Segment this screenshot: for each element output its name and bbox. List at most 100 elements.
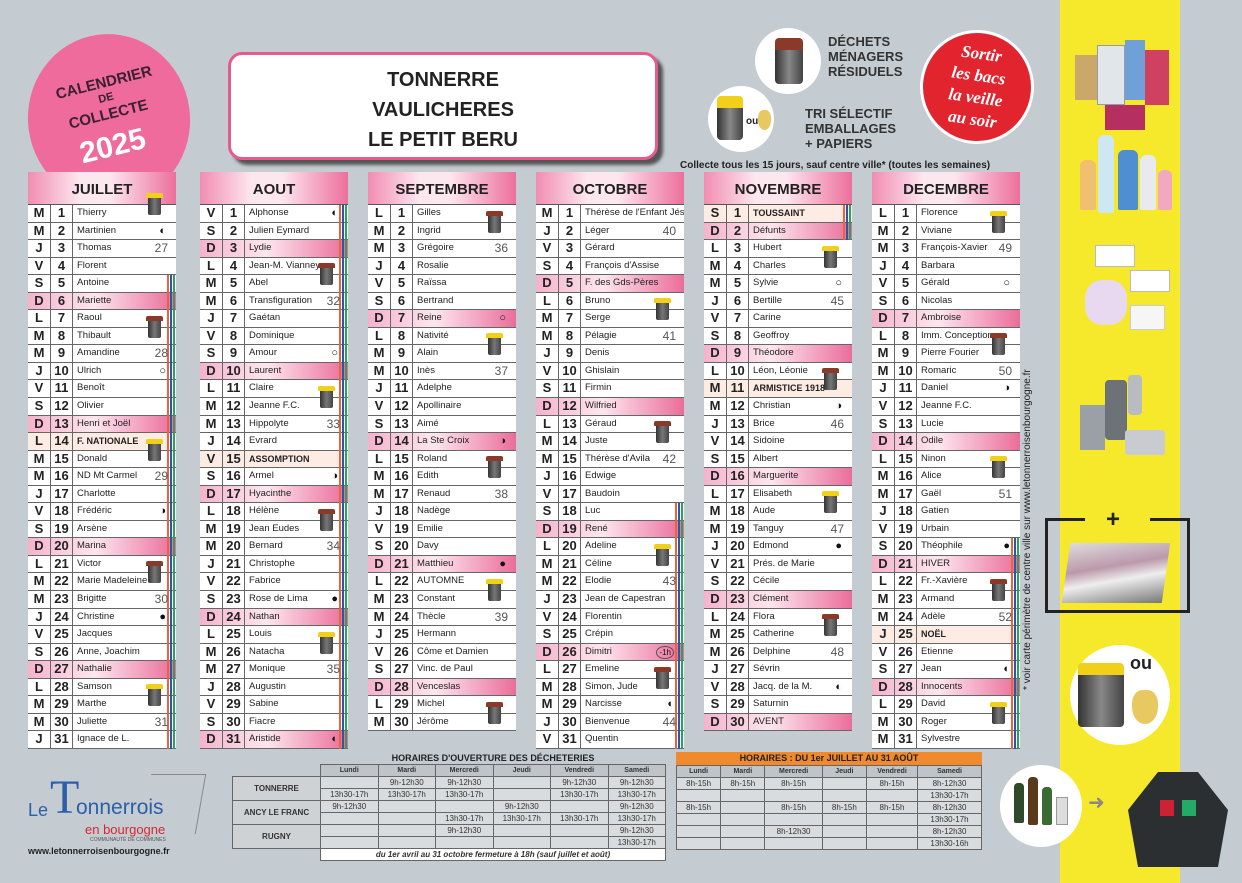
day-number: 9 (391, 345, 413, 362)
saint-name: Ninon (921, 452, 946, 464)
yellow-bin-icon (486, 333, 503, 356)
hours-cell: 13h30-17h (492, 812, 551, 825)
weekday: M (200, 292, 223, 310)
weekday: M (200, 661, 223, 678)
dechet-title: HORAIRES D'OUVERTURE DES DÉCHETERIES (391, 753, 595, 763)
day-number: 27 (391, 661, 413, 678)
saint-name: Jeanne F.C. (249, 400, 300, 412)
day-header: Mercredi (435, 764, 494, 777)
week-number: 29 (154, 469, 168, 484)
school-holiday-line (173, 591, 175, 609)
school-holiday-line (173, 573, 175, 592)
hours-cell (320, 824, 379, 837)
school-holiday-line (675, 573, 677, 592)
weekday: D (872, 310, 895, 327)
weekday: M (536, 555, 559, 573)
day-number: 3 (727, 240, 749, 257)
day-number: 23 (51, 591, 73, 608)
day-row: V 21 Prés. de Marie (704, 555, 852, 574)
saint-name: Sylvestre (921, 733, 961, 745)
saint-name: Gérald (921, 277, 950, 289)
logo-url[interactable]: www.letonnerroisenbourgogne.fr (28, 846, 170, 856)
day-row: M 31 Sylvestre (872, 731, 1020, 749)
day-row: D 9 Théodore (704, 345, 852, 363)
week-number: 46 (830, 416, 844, 431)
hours-cell: 13h30-16h (917, 837, 982, 850)
day-row: J 28 Augustin (200, 678, 348, 697)
saint-name: Bertrand (417, 294, 454, 306)
saint-name: Hyacinthe (249, 487, 292, 499)
saint-name: Jeanne F.C. (921, 400, 972, 412)
week-number: 45 (830, 293, 844, 308)
hours-cell: 8h-15h (675, 777, 722, 790)
day-row: M 26 Delphine 48 (704, 643, 852, 662)
saint-name: Edmond (753, 540, 789, 552)
school-holiday-line (675, 591, 677, 609)
saint-name: Théophile (921, 540, 963, 552)
school-holiday-line (681, 696, 683, 714)
weekday: S (28, 520, 51, 538)
saint-name: Nathalie (77, 663, 112, 675)
day-number: 5 (223, 275, 245, 292)
hours-cell (865, 789, 919, 802)
school-holiday-line (339, 362, 341, 381)
school-holiday-line (345, 292, 347, 311)
month-novembre: NOVEMBRE S 1 TOUSSAINT D 2 Défunts L 3 Hubert M 4 Ch… (704, 172, 852, 732)
school-holiday-line (173, 327, 175, 346)
saint-name: TOUSSAINT (753, 208, 805, 218)
school-holiday-line (1011, 591, 1013, 609)
saint-name: Marie Madeleine (77, 575, 148, 587)
saint-name: Alain (417, 347, 439, 359)
school-holiday-line (1017, 661, 1019, 679)
day-row: L 22 AUTOMNE (368, 573, 516, 592)
weekday: J (536, 345, 559, 362)
weekday: M (28, 205, 51, 222)
commune-1: TONNERRE (387, 69, 499, 91)
day-row: M 16 ND Mt Carmel 29 (28, 468, 176, 486)
weekday: M (200, 520, 223, 538)
school-holiday-line (339, 292, 341, 311)
day-row: V 11 Benoît (28, 380, 176, 399)
week-number: 43 (662, 574, 676, 589)
day-number: 13 (727, 415, 749, 433)
day-header: Samedi (917, 765, 982, 778)
weekday: V (704, 555, 727, 573)
saint-name: Côme et Damien (417, 645, 489, 657)
day-row: M 24 Thècle 39 (368, 608, 516, 627)
school-holiday-line (170, 591, 172, 609)
day-number: 13 (391, 415, 413, 433)
day-row: J 4 Barbara (872, 257, 1020, 276)
brown-bin-icon (486, 456, 503, 479)
weekday: J (28, 240, 51, 257)
school-holiday-line (345, 555, 347, 574)
school-holiday-line (345, 415, 347, 434)
school-holiday-line (167, 591, 169, 609)
saint-name: Samson (77, 680, 112, 692)
saint-name: Arsène (77, 522, 108, 534)
school-holiday-line (167, 520, 169, 539)
weekday: M (704, 275, 727, 292)
day-row: D 6 Mariette (28, 292, 176, 311)
saint-name: Quentin (585, 733, 619, 745)
weekday: J (28, 485, 51, 503)
weekday: D (368, 678, 391, 696)
school-holiday-line (339, 222, 341, 241)
saint-name: Cécile (753, 575, 780, 587)
weekday: V (368, 275, 391, 292)
school-holiday-line (342, 626, 344, 644)
day-number: 23 (391, 591, 413, 608)
yellow-bin-icon (318, 386, 335, 409)
weekday: M (28, 450, 51, 468)
day-number: 4 (223, 257, 245, 275)
day-number: 22 (51, 573, 73, 591)
day-number: 15 (51, 450, 73, 468)
residual-label: DÉCHETS MÉNAGERS RÉSIDUELS (828, 34, 903, 79)
weekday: S (368, 292, 391, 310)
footnote: * voir carte périmètre de centre ville s… (1022, 369, 1033, 690)
day-row: M 16 Alice (872, 456, 1020, 486)
day-row: M 5 Abel (200, 263, 348, 293)
saint-name: Simon, Jude (585, 680, 638, 692)
school-holiday-line (167, 415, 169, 434)
saint-name: Léon, Léonie (753, 364, 808, 376)
hours-cell (821, 825, 867, 838)
